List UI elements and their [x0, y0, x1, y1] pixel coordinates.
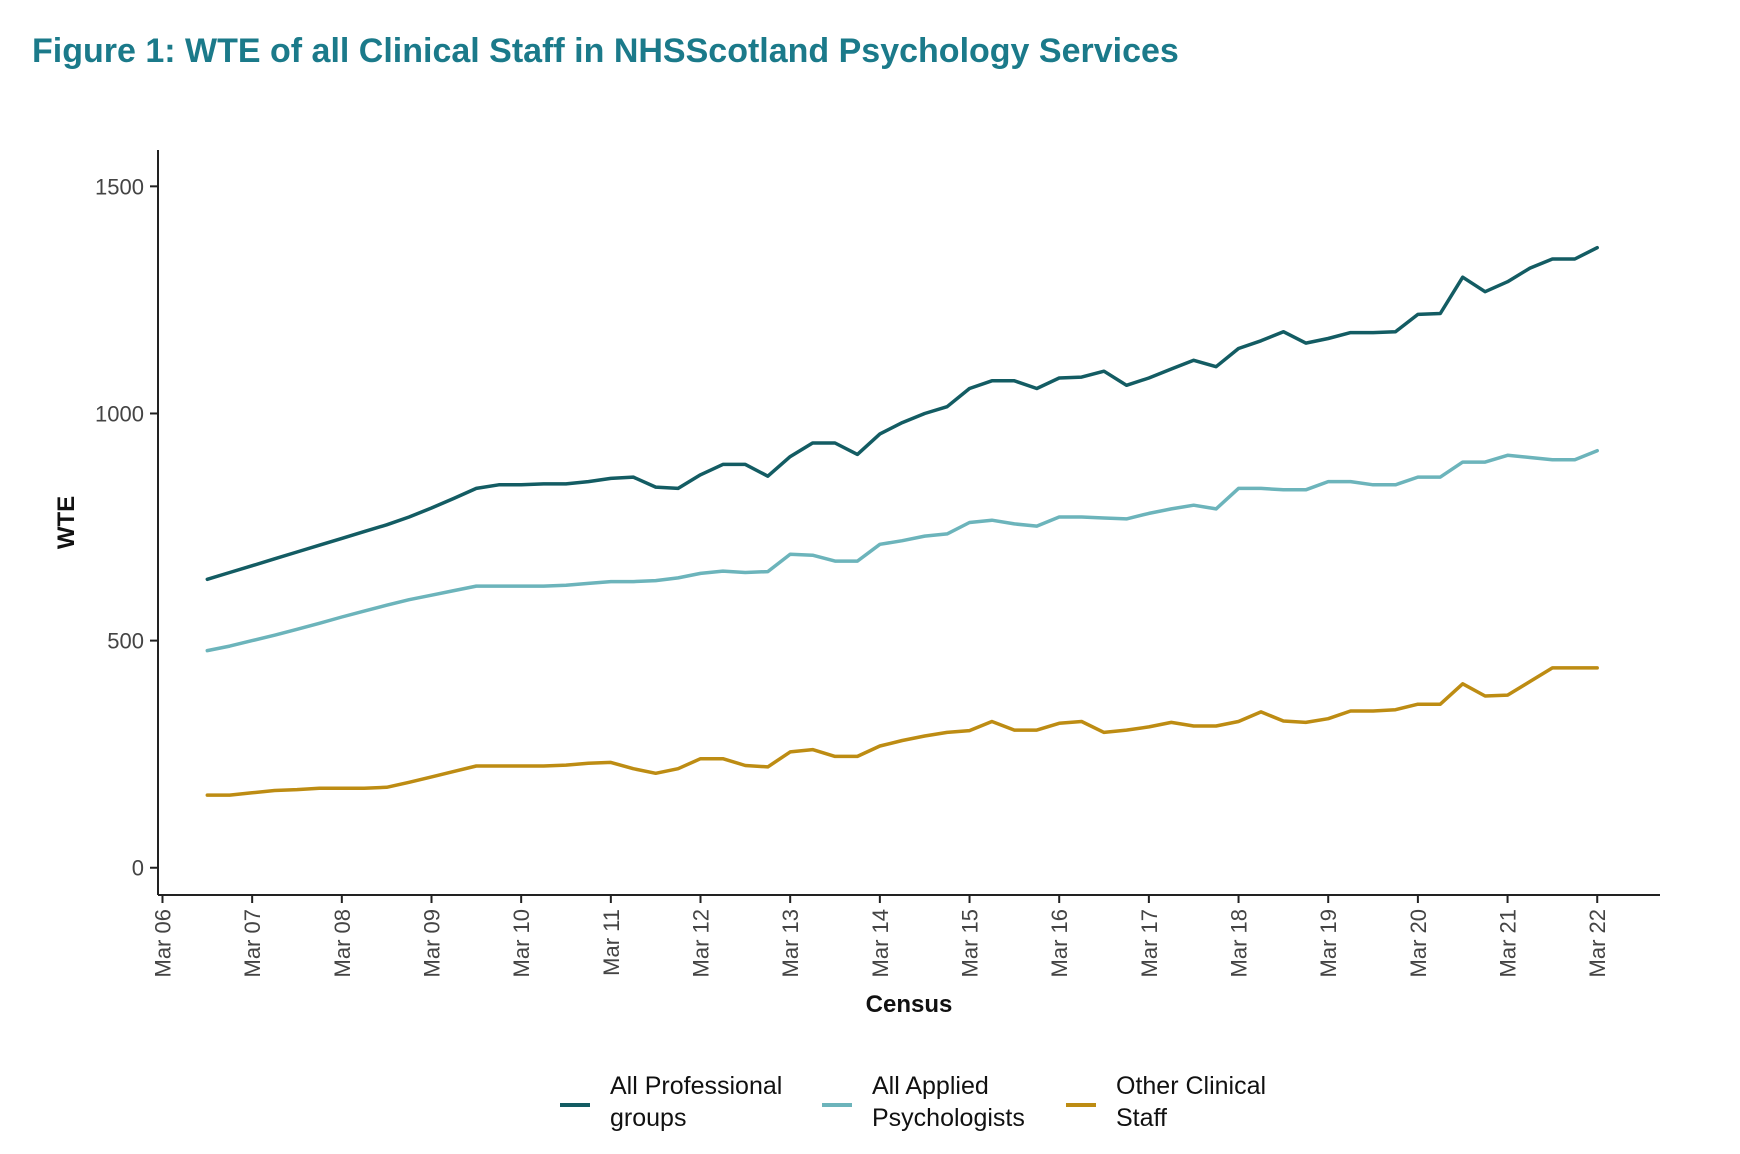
- legend-label-1: All Professional groups: [610, 1072, 782, 1132]
- x-axis-title: Census: [866, 991, 953, 1018]
- legend-label-2: All Applied Psychologists: [872, 1072, 1025, 1132]
- x-tick-label: Mar 17: [1137, 909, 1162, 977]
- series-line-3: [205, 666, 1599, 797]
- x-tick-label: Mar 22: [1585, 909, 1610, 977]
- x-tick-label: Mar 06: [150, 909, 175, 977]
- legend-label-3: Other Clinical Staff: [1116, 1072, 1266, 1132]
- x-tick-label: Mar 07: [240, 909, 265, 977]
- y-axis-title: WTE: [53, 496, 80, 549]
- x-tick-label: Mar 12: [689, 909, 714, 977]
- x-tick-label: Mar 14: [868, 909, 893, 977]
- x-tick-label: Mar 21: [1496, 909, 1521, 977]
- y-tick-label: 500: [107, 629, 144, 654]
- series-line-2: [205, 448, 1599, 653]
- x-tick-label: Mar 10: [509, 909, 534, 977]
- x-tick-label: Mar 15: [958, 909, 983, 977]
- x-tick-label: Mar 19: [1316, 909, 1341, 977]
- x-tick-label: Mar 11: [599, 909, 624, 976]
- y-tick-label: 1500: [95, 174, 144, 199]
- figure-title: Figure 1: WTE of all Clinical Staff in N…: [32, 32, 1179, 70]
- x-tick-label: Mar 20: [1406, 909, 1431, 977]
- y-tick-label: 1000: [95, 401, 144, 426]
- y-tick-label: 0: [132, 856, 144, 881]
- x-tick-label: Mar 18: [1227, 909, 1252, 977]
- x-tick-label: Mar 16: [1047, 909, 1072, 977]
- series-line-1: [205, 245, 1599, 582]
- x-tick-label: Mar 09: [419, 909, 444, 977]
- x-tick-label: Mar 13: [778, 909, 803, 977]
- x-tick-label: Mar 08: [330, 909, 355, 977]
